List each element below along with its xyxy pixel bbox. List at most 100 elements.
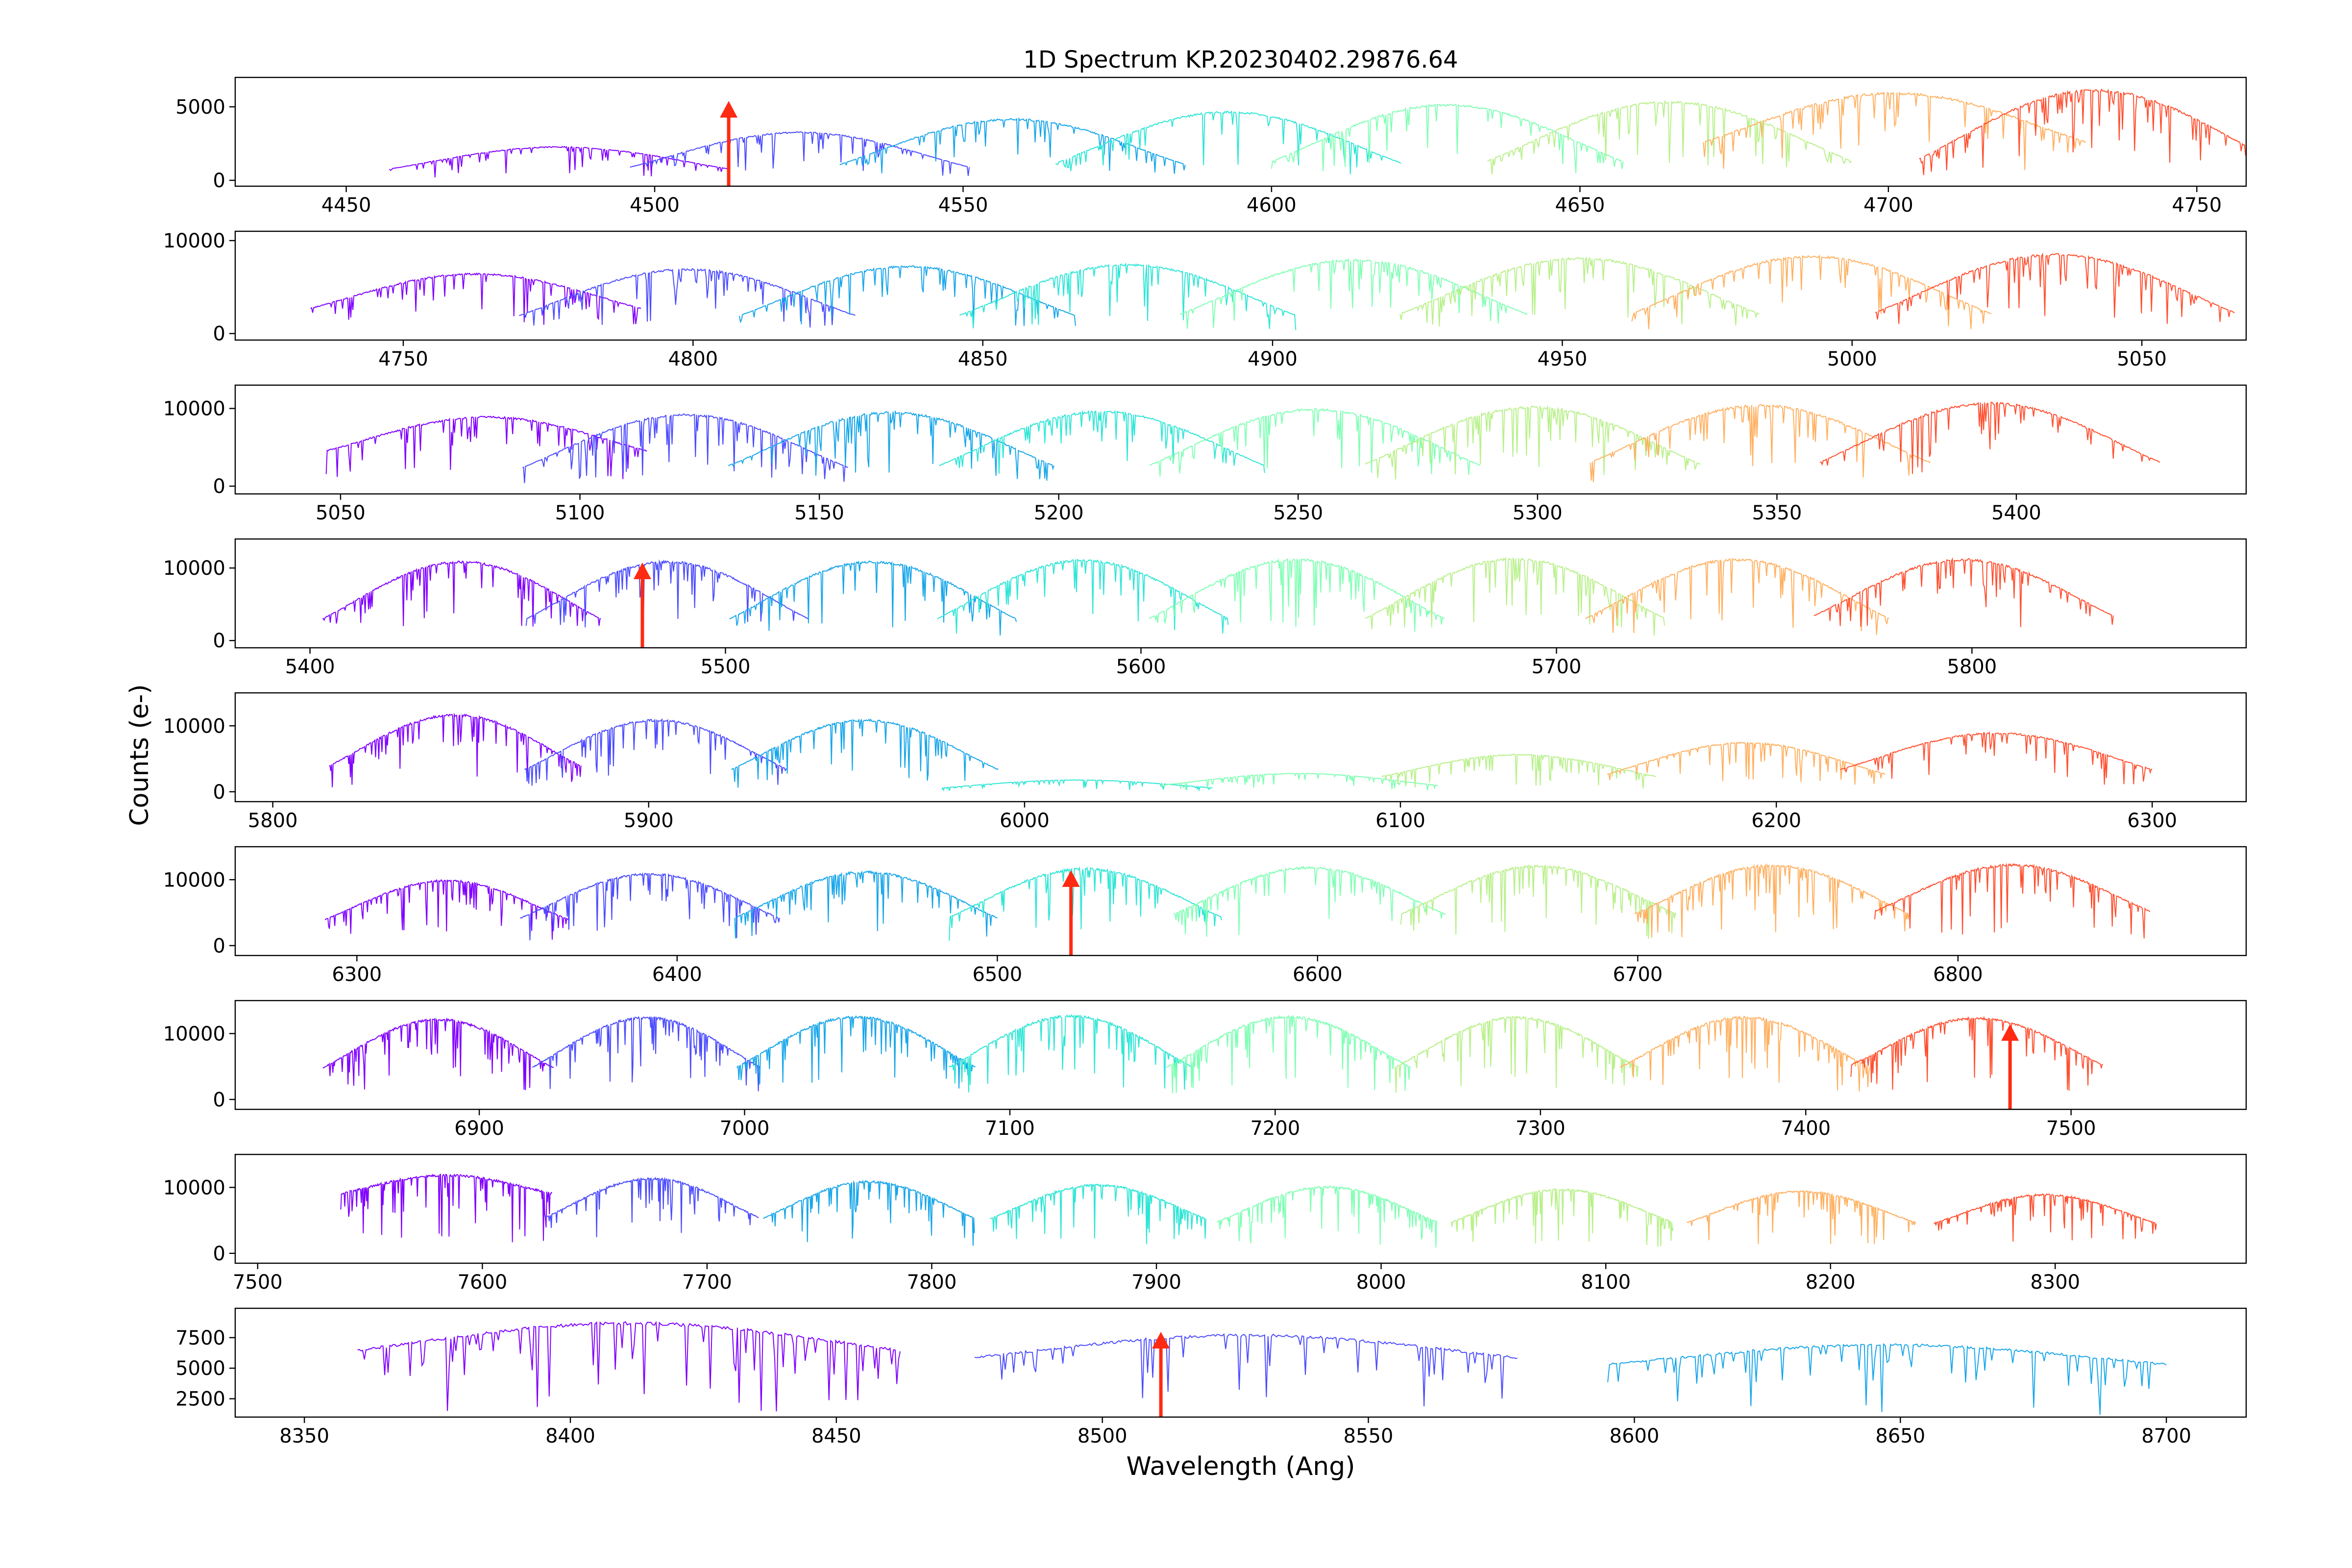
x-tick-label: 8200 xyxy=(1806,1271,1856,1294)
x-tick-label: 4950 xyxy=(1538,348,1588,370)
x-tick-label: 4450 xyxy=(321,194,371,217)
x-tick-label: 8650 xyxy=(1875,1425,1925,1447)
order-line-3 xyxy=(734,870,998,939)
x-tick-label: 5800 xyxy=(1947,656,1997,678)
x-tick-label: 6500 xyxy=(972,963,1022,986)
x-tick-label: 7900 xyxy=(1131,1271,1181,1294)
x-tick-label: 5350 xyxy=(1752,502,1802,524)
order-line-4 xyxy=(941,779,1213,792)
x-tick-label: 6600 xyxy=(1293,963,1343,986)
order-line-1 xyxy=(310,272,641,325)
spectrum-panel-8: 7500 7600 7700 7800 7900 8000 8100 8200 8300 0 100… xyxy=(163,1153,2247,1294)
spectrum-panel-5: 5800 5900 6000 6100 6200 6300 0 10000 xyxy=(163,692,2247,832)
spectrum-panel-4: 5400 5500 5600 5700 5800 0 10000 xyxy=(163,538,2247,678)
plot-area xyxy=(322,557,2114,636)
x-tick-label: 7300 xyxy=(1516,1117,1566,1140)
order-line-7 xyxy=(1585,557,1889,635)
y-tick-label: 10000 xyxy=(163,557,225,580)
order-line-3 xyxy=(736,1015,976,1089)
plot-area xyxy=(357,1321,2167,1415)
order-line-5 xyxy=(1149,558,1445,632)
x-tick-label: 4850 xyxy=(958,348,1008,370)
order-line-6 xyxy=(1395,1016,1639,1093)
x-tick-label: 5200 xyxy=(1034,502,1084,524)
x-tick-label: 8600 xyxy=(1610,1425,1660,1447)
order-line-7 xyxy=(1631,254,1991,329)
plot-area xyxy=(340,1173,2157,1248)
y-tick-label: 0 xyxy=(213,323,225,345)
y-tick-label: 0 xyxy=(213,781,225,804)
x-tick-label: 6800 xyxy=(1933,963,1983,986)
order-line-8 xyxy=(1850,1016,2103,1091)
order-line-2 xyxy=(519,268,856,328)
x-tick-label: 8550 xyxy=(1344,1425,1394,1447)
axes-frame xyxy=(234,1307,2247,1418)
x-tick-label: 5050 xyxy=(2117,348,2167,370)
spectrum-panel-1: 4450 4500 4550 4600 4650 4700 4750 0 5000 xyxy=(175,76,2247,217)
x-tick-label: 6200 xyxy=(1751,809,1801,832)
order-line-2 xyxy=(522,413,848,483)
order-line-7 xyxy=(1634,863,1911,938)
y-tick-label: 10000 xyxy=(163,869,225,891)
x-tick-label: 4600 xyxy=(1247,194,1297,217)
order-line-4 xyxy=(959,262,1297,330)
order-line-4 xyxy=(938,410,1265,474)
order-line-6 xyxy=(1365,405,1701,480)
x-tick-label: 5800 xyxy=(248,809,298,832)
order-line-6 xyxy=(1365,557,1665,636)
marker-arrow-head xyxy=(1152,1332,1170,1348)
plot-area xyxy=(325,401,2160,483)
axes-frame xyxy=(234,538,2247,649)
order-line-5 xyxy=(1271,103,1624,173)
order-line-6 xyxy=(1487,99,1852,175)
order-line-3 xyxy=(729,560,1017,636)
axes-frame xyxy=(234,230,2247,341)
order-line-2 xyxy=(545,1176,759,1237)
order-line-5 xyxy=(1173,865,1446,937)
order-line-7 xyxy=(1703,91,2086,170)
panel-group: 4450 4500 4550 4600 4650 4700 4750 0 5000 4750 480… xyxy=(163,76,2247,1447)
axes-frame xyxy=(234,76,2247,187)
order-line-5 xyxy=(1179,258,1528,329)
order-line-3 xyxy=(1607,1343,2167,1415)
x-tick-label: 6100 xyxy=(1375,809,1425,832)
y-tick-label: 0 xyxy=(213,1089,225,1111)
axes-frame xyxy=(234,692,2247,803)
y-tick-label: 10000 xyxy=(163,1176,225,1199)
order-line-2 xyxy=(524,718,788,786)
x-tick-label: 7700 xyxy=(682,1271,732,1294)
order-line-1 xyxy=(389,146,729,177)
y-tick-label: 5000 xyxy=(175,1357,225,1380)
x-tick-label: 5900 xyxy=(624,809,674,832)
x-tick-label: 7000 xyxy=(720,1117,770,1140)
x-tick-label: 7800 xyxy=(907,1271,957,1294)
x-tick-label: 4700 xyxy=(1863,194,1913,217)
order-line-1 xyxy=(325,416,647,479)
x-tick-label: 5100 xyxy=(555,502,605,524)
order-line-1 xyxy=(357,1321,901,1412)
order-line-3 xyxy=(728,410,1054,481)
order-line-2 xyxy=(974,1333,1518,1407)
marker-arrow-head xyxy=(1062,870,1080,887)
order-line-3 xyxy=(763,1179,975,1246)
y-tick-label: 0 xyxy=(213,170,225,192)
order-line-4 xyxy=(948,1014,1193,1093)
x-tick-label: 7100 xyxy=(985,1117,1035,1140)
order-line-1 xyxy=(324,879,568,940)
x-tick-label: 8400 xyxy=(545,1425,595,1447)
order-line-5 xyxy=(1159,773,1438,790)
x-tick-label: 5500 xyxy=(701,656,751,678)
x-tick-label: 4750 xyxy=(378,348,428,370)
x-tick-label: 8700 xyxy=(2141,1425,2191,1447)
order-line-5 xyxy=(1150,408,1480,477)
order-line-1 xyxy=(329,712,582,787)
x-tick-label: 7500 xyxy=(2046,1117,2096,1140)
spectrum-panel-3: 5050 5100 5150 5200 5250 5300 5350 5400 0 10000 xyxy=(163,384,2247,524)
order-line-8 xyxy=(1874,862,2151,939)
x-tick-label: 6400 xyxy=(652,963,702,986)
axes-frame xyxy=(234,1000,2247,1110)
order-line-1 xyxy=(322,1017,554,1090)
x-tick-label: 8350 xyxy=(279,1425,329,1447)
x-tick-label: 4800 xyxy=(668,348,718,370)
marker-arrow-head xyxy=(720,101,738,118)
